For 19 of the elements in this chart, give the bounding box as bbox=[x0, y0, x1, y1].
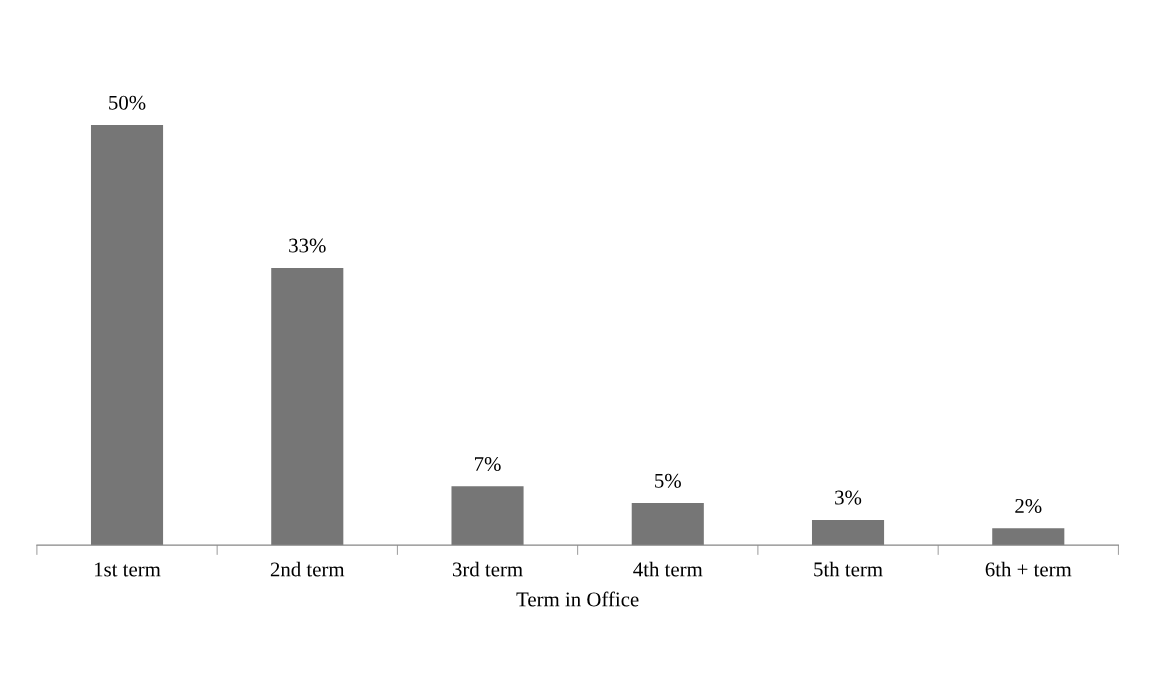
bar bbox=[631, 503, 704, 546]
data-label: 5% bbox=[655, 473, 681, 488]
bar bbox=[90, 125, 164, 546]
bar bbox=[811, 519, 885, 546]
bar bbox=[271, 267, 344, 546]
x-axis-title: Term in Office bbox=[516, 591, 639, 607]
data-label: 50% bbox=[109, 95, 146, 110]
x-tick-label: 4th term bbox=[633, 561, 703, 577]
bar bbox=[451, 486, 524, 546]
x-tick-label: 6th + term bbox=[985, 561, 1072, 577]
x-tick-label: 2nd term bbox=[270, 561, 345, 577]
bar bbox=[992, 528, 1065, 546]
data-label: 33% bbox=[289, 238, 326, 253]
data-label: 3% bbox=[835, 490, 862, 505]
data-label: 7% bbox=[475, 456, 501, 472]
data-label: 2% bbox=[1015, 498, 1042, 514]
x-tick-label: 3rd term bbox=[452, 561, 523, 577]
x-tick-label: 1st term bbox=[95, 562, 161, 577]
x-tick-label: 5th term bbox=[814, 561, 883, 577]
